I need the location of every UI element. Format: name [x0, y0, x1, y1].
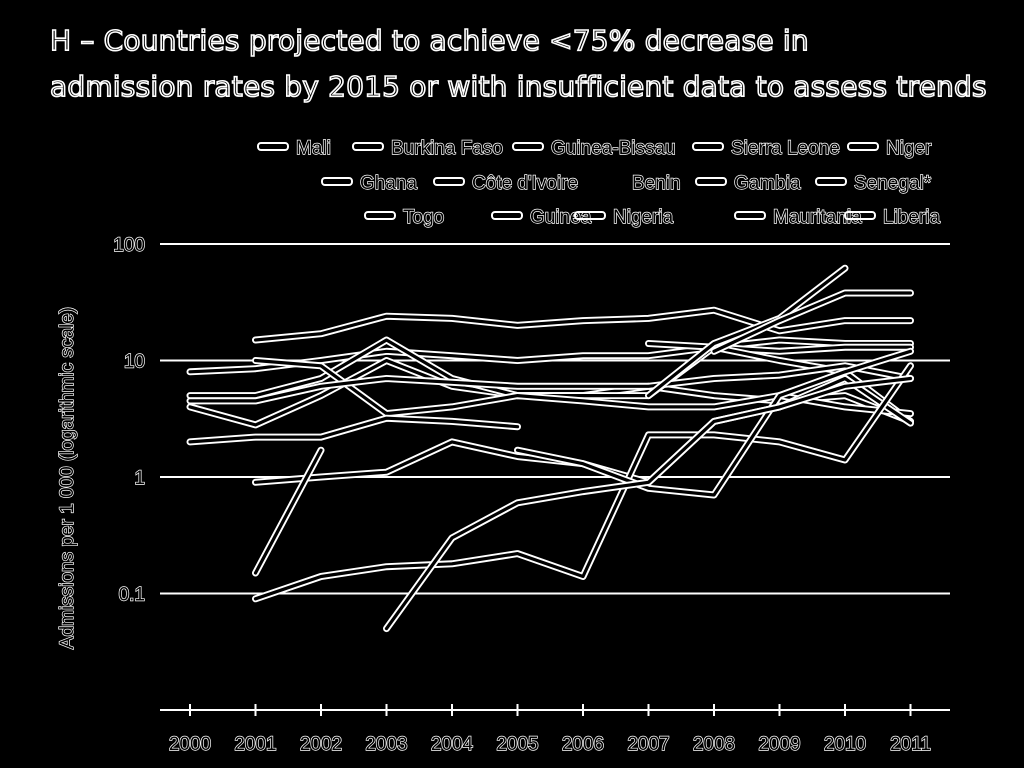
series-line [252, 446, 325, 577]
x-tick-label: 2003 [365, 734, 407, 755]
x-tick-label: 2005 [496, 734, 538, 755]
legend-label: Senegal* [854, 173, 932, 194]
y-axis-ticks: 100 10 1 0.1 [113, 234, 146, 606]
legend-item: Nigeria [574, 206, 674, 229]
x-tick-label: 2000 [169, 734, 211, 755]
legend-swatch [844, 211, 876, 220]
legend-swatch [815, 177, 847, 186]
legend-swatch [695, 177, 727, 186]
legend-label: Mali [296, 138, 331, 159]
legend-label: Ghana [360, 173, 417, 194]
x-tick-label: 2010 [824, 734, 866, 755]
series-line [514, 347, 914, 499]
legend: Mali Burkina Faso Guinea-Bissau Sierra Leon… [257, 137, 941, 229]
series-line [186, 414, 521, 446]
series-line [710, 289, 914, 355]
series-line [645, 264, 849, 400]
y-axis-label: Admissions per 1 000 (logarithmic scale) [57, 307, 78, 649]
legend-swatch [364, 211, 396, 220]
y-tick-label: 100 [113, 235, 145, 256]
legend-swatch [847, 142, 879, 151]
legend-label: Burkina Faso [391, 138, 503, 159]
x-tick-label: 2001 [234, 734, 276, 755]
x-axis-ticks: 2000 2001 2002 2003 2004 2005 2006 2007 2008 2009… [168, 704, 932, 756]
x-tick-label: 2011 [890, 734, 931, 755]
legend-item: Guinea-Bissau [512, 137, 676, 160]
legend-item: Benin [631, 172, 681, 194]
legend-label: Gambia [734, 173, 801, 194]
series-lines [186, 264, 914, 633]
legend-label: Benin [632, 173, 681, 194]
x-tick-label: 2007 [627, 734, 669, 755]
legend-swatch [491, 211, 523, 220]
legend-item: Gambia [695, 172, 802, 195]
legend-label: Sierra Leone [731, 138, 840, 159]
legend-item: Sierra Leone [692, 137, 840, 160]
x-tick-label: 2004 [431, 734, 474, 755]
legend-swatch [433, 177, 465, 186]
legend-item: Mauritania [734, 206, 863, 229]
series-line [252, 306, 914, 344]
legend-item: Senegal* [815, 172, 932, 195]
legend-label: Nigeria [613, 207, 674, 228]
legend-item: Mali [257, 137, 332, 160]
legend-item: Ghana [321, 172, 418, 195]
legend-swatch [692, 142, 724, 151]
y-tick-label: 10 [124, 352, 145, 373]
legend-label: Niger [886, 138, 932, 159]
legend-item: Guinea [491, 206, 592, 229]
x-tick-label: 2008 [693, 734, 735, 755]
chart-title-line-2: admission rates by 2015 or with insuffic… [49, 69, 987, 104]
y-tick-label: 0.1 [119, 585, 145, 606]
legend-label: Liberia [883, 207, 940, 228]
legend-item: Niger [847, 137, 933, 160]
legend-label: Guinea [530, 207, 592, 228]
legend-swatch [352, 142, 384, 151]
x-tick-label: 2002 [300, 734, 342, 755]
series-line [645, 340, 914, 355]
legend-label: Togo [403, 207, 444, 228]
legend-item: Côte d'Ivoire [433, 172, 579, 195]
x-tick-label: 2006 [562, 734, 604, 755]
legend-label: Mauritania [773, 207, 862, 228]
chart-title: H – Countries projected to achieve <75% … [49, 18, 987, 110]
legend-item: Togo [364, 206, 445, 229]
legend-swatch [734, 211, 766, 220]
series-line [252, 362, 914, 603]
legend-item: Burkina Faso [352, 137, 504, 160]
legend-swatch [574, 211, 606, 220]
series-line [383, 375, 914, 633]
chart-title-line-1: H – Countries projected to achieve <75% … [49, 23, 809, 58]
y-tick-label: 1 [134, 468, 145, 489]
legend-label: Côte d'Ivoire [472, 173, 578, 194]
legend-swatch [321, 177, 353, 186]
legend-item: Liberia [844, 206, 941, 229]
legend-swatch [512, 142, 544, 151]
legend-label: Guinea-Bissau [551, 138, 676, 159]
legend-swatch [257, 142, 289, 151]
series-line [186, 362, 914, 405]
x-tick-label: 2009 [758, 734, 800, 755]
